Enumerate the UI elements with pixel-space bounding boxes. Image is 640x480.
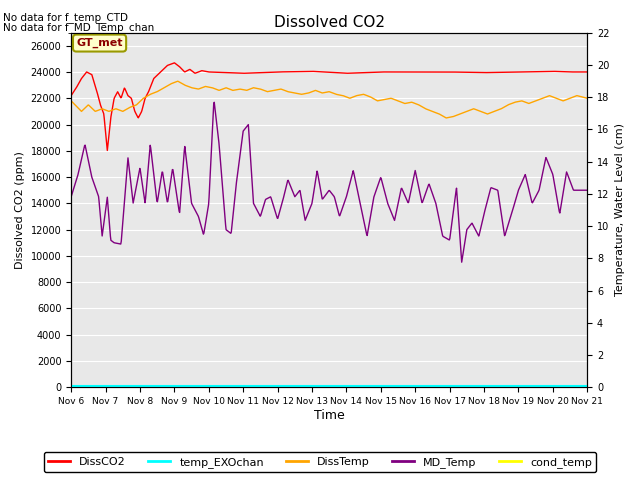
cond_temp [276,384,284,390]
DissTemp [276,86,284,92]
MD_Temp [295,189,303,194]
DissTemp [442,115,450,121]
DissTemp [584,96,591,101]
temp_EXOchan [479,384,486,389]
temp_EXOchan [470,384,477,389]
Y-axis label: Temperature, Water Level (cm): Temperature, Water Level (cm) [615,123,625,297]
temp_EXOchan [120,384,128,389]
DissTemp [295,91,303,96]
cond_temp [422,384,429,390]
cond_temp [294,384,302,390]
DissTemp [471,106,479,112]
cond_temp [120,384,128,390]
Legend: DissCO2, temp_EXOchan, DissTemp, MD_Temp, cond_temp: DissCO2, temp_EXOchan, DissTemp, MD_Temp… [44,452,596,472]
DissCO2 [277,69,285,75]
DissTemp [173,78,181,84]
DissCO2 [67,93,75,98]
Line: DissCO2: DissCO2 [71,63,588,150]
MD_Temp [120,206,128,212]
temp_EXOchan [67,384,75,389]
DissCO2 [296,69,303,74]
Line: MD_Temp: MD_Temp [71,102,588,262]
MD_Temp [480,211,488,217]
cond_temp [67,384,75,390]
DissCO2 [584,69,591,75]
cond_temp [479,384,486,390]
Text: GT_met: GT_met [76,38,123,48]
cond_temp [584,384,591,390]
DissTemp [480,110,488,116]
temp_EXOchan [422,384,429,389]
temp_EXOchan [294,384,302,389]
DissCO2 [480,70,488,75]
cond_temp [470,384,477,390]
Y-axis label: Dissolved CO2 (ppm): Dissolved CO2 (ppm) [15,151,25,269]
Title: Dissolved CO2: Dissolved CO2 [274,15,385,30]
MD_Temp [471,225,479,231]
MD_Temp [584,187,591,193]
MD_Temp [276,206,284,212]
Text: No data for f_MD_Temp_chan: No data for f_MD_Temp_chan [3,22,154,33]
MD_Temp [211,99,218,105]
MD_Temp [67,194,75,200]
DissTemp [422,106,430,112]
DissCO2 [423,69,431,75]
DissCO2 [471,70,479,75]
MD_Temp [458,259,465,265]
Line: DissTemp: DissTemp [71,81,588,118]
DissTemp [67,98,75,104]
temp_EXOchan [276,384,284,389]
DissTemp [120,108,128,114]
DissCO2 [171,60,179,66]
temp_EXOchan [584,384,591,389]
Text: No data for f_temp_CTD: No data for f_temp_CTD [3,12,128,23]
DissCO2 [104,147,111,153]
X-axis label: Time: Time [314,409,344,422]
DissCO2 [120,85,128,91]
MD_Temp [422,189,430,195]
